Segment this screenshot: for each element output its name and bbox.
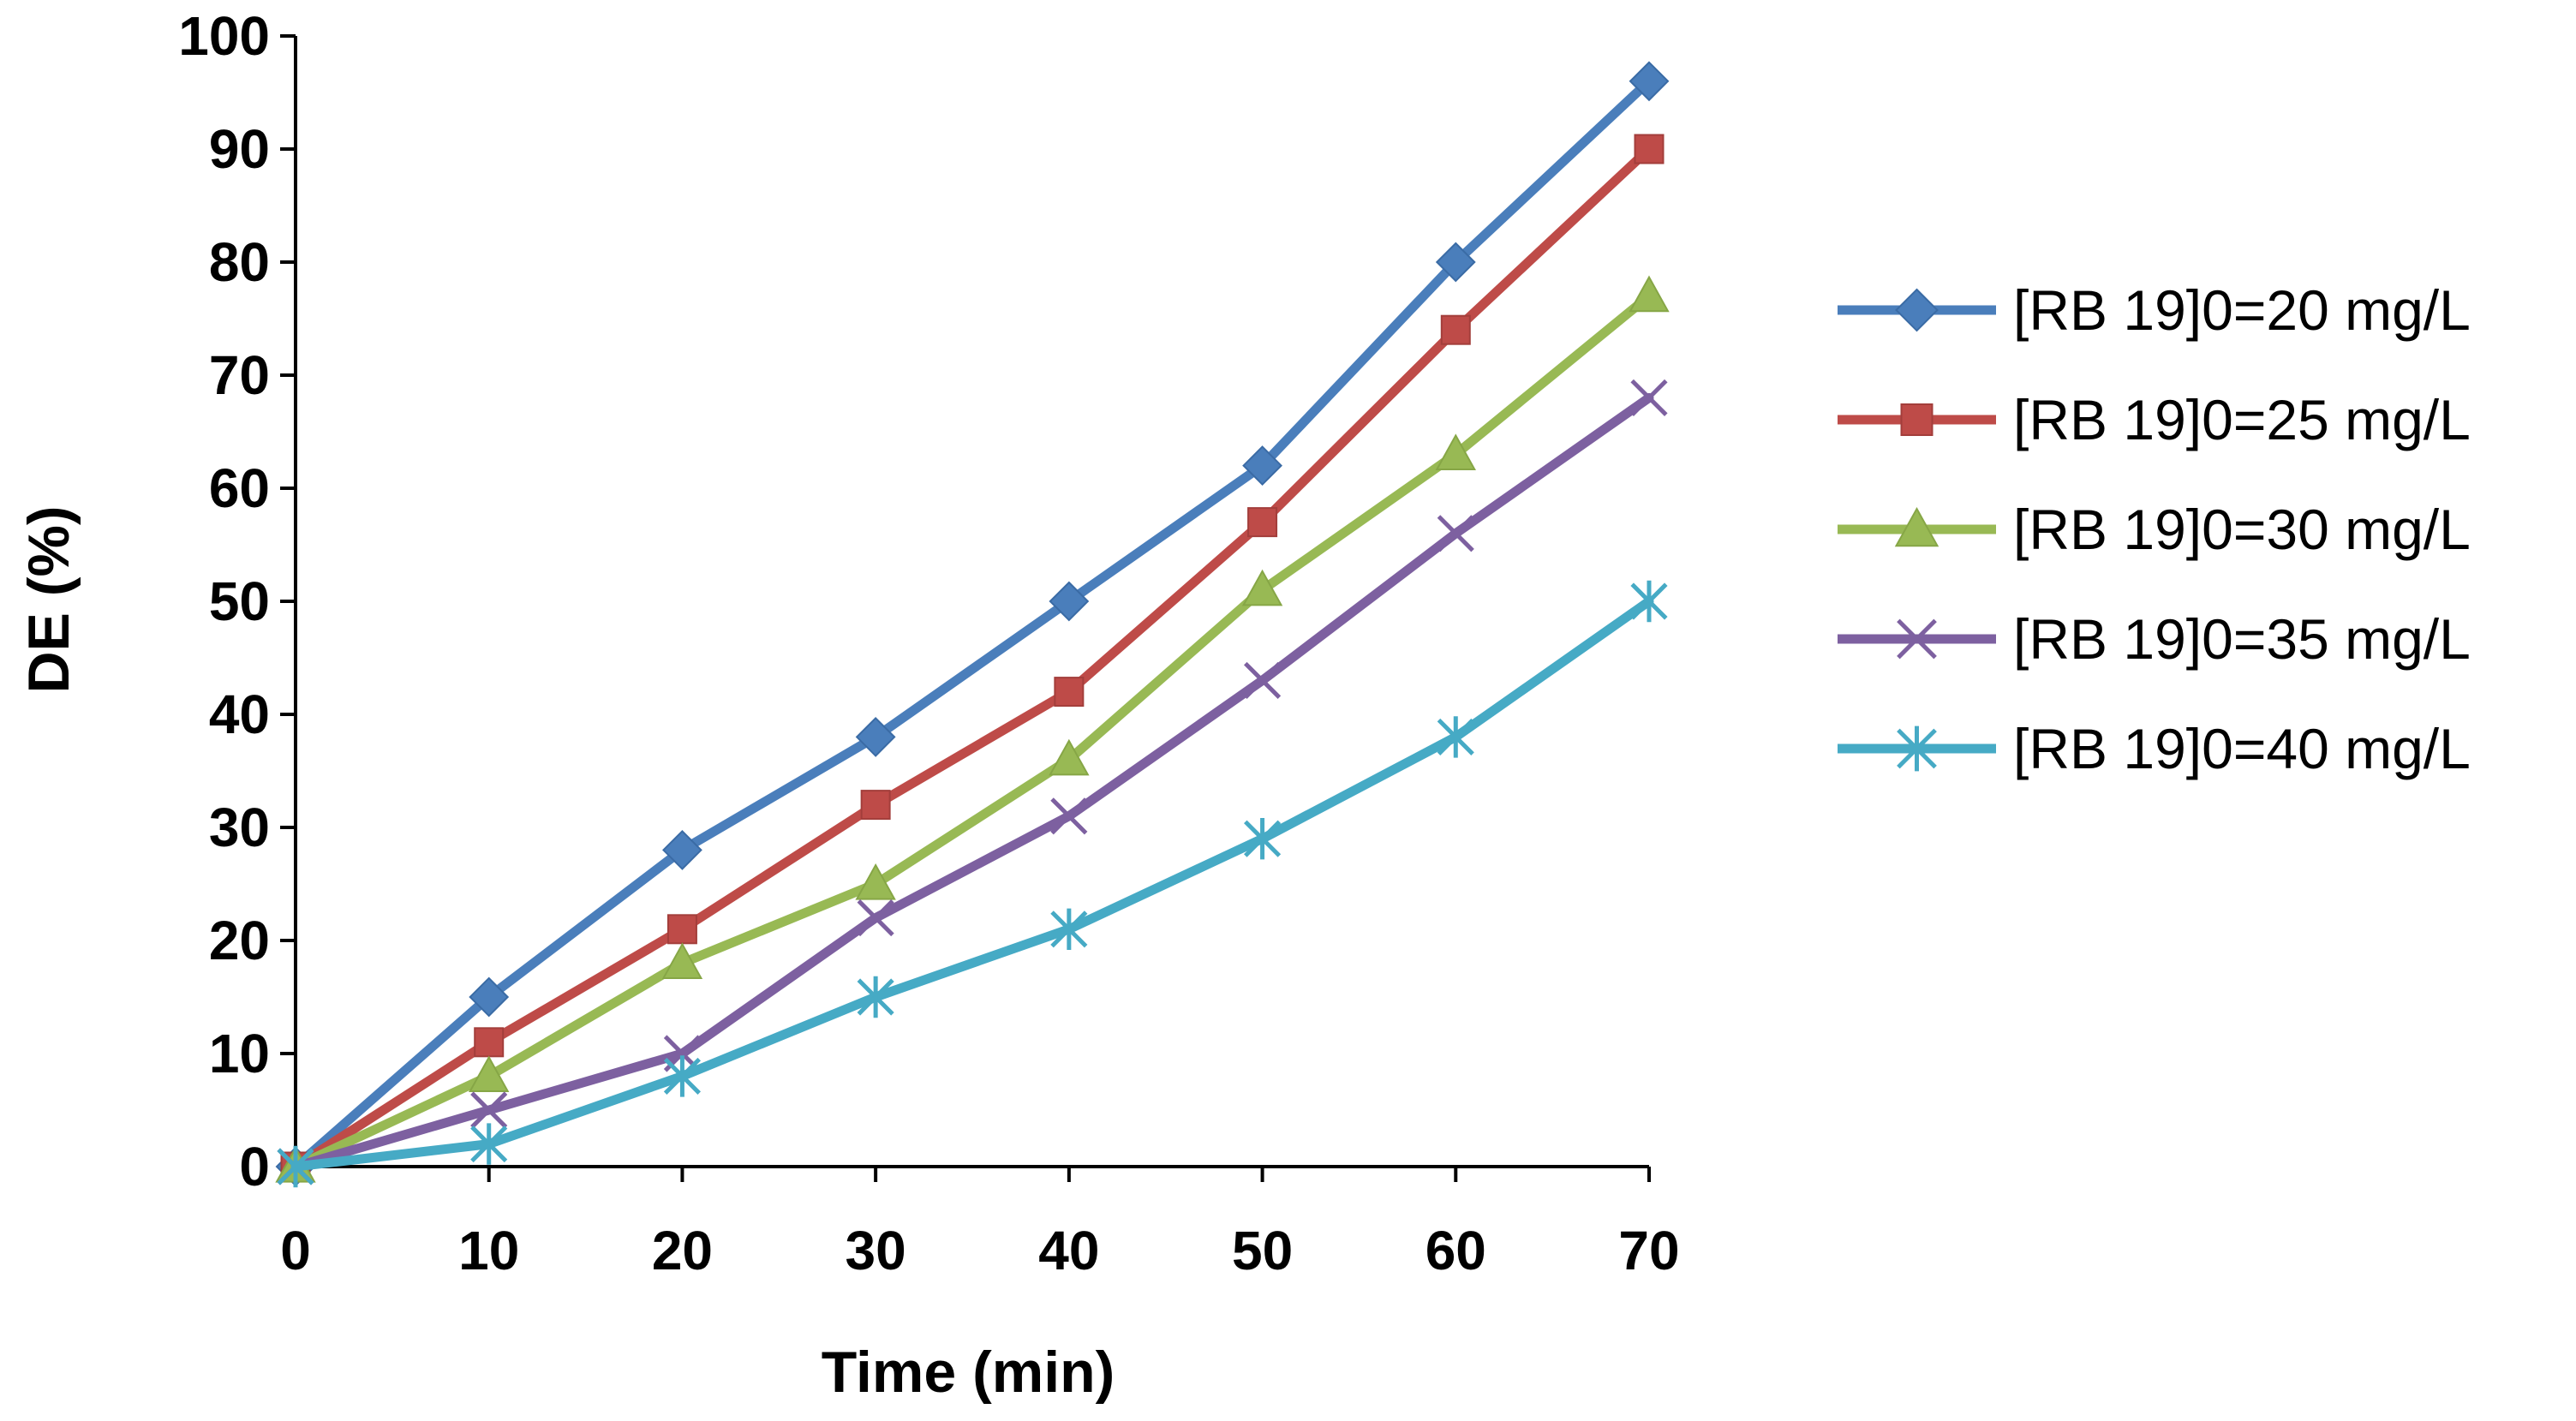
triangle-marker — [1049, 738, 1090, 776]
legend-item-3: [RB 19]0=30 mg/L — [1838, 498, 2471, 561]
x-tick-label: 20 — [652, 1220, 713, 1281]
x-tick-label: 70 — [1618, 1220, 1679, 1281]
x-marker — [1244, 661, 1282, 699]
series-1 — [275, 61, 1670, 1187]
legend-item-4: [RB 19]0=35 mg/L — [1838, 607, 2471, 671]
star-marker — [1050, 908, 1088, 950]
y-tick-label: 30 — [209, 797, 270, 858]
x-axis-title: Time (min) — [822, 1340, 1115, 1405]
triangle-marker — [1894, 506, 1939, 547]
marker-stroke — [857, 899, 894, 937]
series-line — [290, 76, 1654, 1172]
star-marker — [277, 1145, 314, 1188]
y-axis-title: DE (%) — [16, 505, 81, 693]
square-marker — [1634, 134, 1665, 164]
square-marker — [1054, 677, 1085, 708]
square-marker — [1900, 403, 1933, 436]
y-tick-label: 20 — [209, 910, 270, 971]
square-marker — [474, 1027, 505, 1058]
square-marker — [666, 914, 697, 945]
marker-stroke — [1630, 379, 1668, 416]
triangle-marker — [855, 863, 896, 900]
legend-item-1: [RB 19]0=20 mg/L — [1838, 278, 2471, 342]
star-marker — [663, 1055, 701, 1097]
series-line — [290, 291, 1654, 1172]
axes: 0 10 20 30 40 50 60 70 80 90 100 0 10 20 30 40 50 60 70 — [178, 5, 1679, 1281]
triangle-marker — [1435, 433, 1476, 470]
series-line — [290, 596, 1654, 1172]
diamond-marker — [1049, 581, 1090, 622]
x-tick-label: 50 — [1232, 1220, 1293, 1281]
square-marker — [1247, 507, 1278, 538]
y-tick-label: 90 — [209, 118, 270, 180]
x-marker — [1050, 797, 1088, 835]
triangle-marker — [1241, 569, 1283, 606]
y-tick-label: 10 — [209, 1023, 270, 1084]
x-tick-label: 60 — [1425, 1220, 1486, 1281]
legend-item-5: [RB 19]0=40 mg/L — [1838, 717, 2471, 780]
legend-label: [RB 19]0=40 mg/L — [2013, 717, 2471, 780]
x-tick-label: 10 — [458, 1220, 519, 1281]
y-tick-label: 70 — [209, 344, 270, 406]
star-marker — [1244, 818, 1282, 860]
plot-area — [275, 61, 1670, 1188]
diamond-marker — [469, 976, 510, 1018]
series-5 — [277, 580, 1668, 1188]
diamond-marker — [1435, 242, 1476, 283]
legend-label: [RB 19]0=20 mg/L — [2013, 278, 2471, 342]
marker-stroke — [1437, 515, 1474, 552]
marker-stroke — [1050, 797, 1088, 835]
legend-label: [RB 19]0=25 mg/L — [2013, 388, 2471, 451]
triangle-marker — [661, 942, 703, 979]
y-tick-label: 100 — [178, 5, 270, 67]
square-marker — [860, 790, 891, 821]
star-marker — [1437, 716, 1474, 758]
y-tick-label: 60 — [209, 457, 270, 519]
marker-stroke — [1897, 618, 1937, 660]
square-marker — [1440, 314, 1471, 345]
marker-stroke — [470, 1091, 508, 1129]
series-line — [290, 392, 1654, 1172]
y-tick-label: 80 — [209, 231, 270, 293]
diamond-marker — [855, 716, 896, 757]
legend-item-2: [RB 19]0=25 mg/L — [1838, 388, 2471, 451]
star-marker — [1897, 725, 1937, 772]
series-line — [290, 144, 1654, 1172]
star-marker — [1630, 580, 1668, 623]
triangle-marker — [1629, 275, 1670, 313]
x-marker — [857, 899, 894, 937]
diamond-marker — [1242, 445, 1282, 487]
marker-stroke — [1244, 661, 1282, 699]
y-tick-label: 50 — [209, 570, 270, 632]
legend-label: [RB 19]0=35 mg/L — [2013, 607, 2471, 671]
x-marker — [1437, 515, 1474, 552]
x-tick-label: 40 — [1038, 1220, 1099, 1281]
star-marker — [857, 976, 894, 1018]
x-tick-label: 0 — [280, 1220, 311, 1281]
legend: [RB 19]0=20 mg/L [RB 19]0=25 mg/L [RB 19]0… — [1838, 278, 2471, 780]
y-tick-label: 0 — [239, 1136, 270, 1197]
x-marker — [1897, 618, 1937, 660]
y-tick-label: 40 — [209, 684, 270, 745]
triangle-marker — [469, 1055, 510, 1092]
x-tick-label: 30 — [846, 1220, 906, 1281]
series-2 — [280, 134, 1665, 1182]
diamond-marker — [1629, 61, 1670, 102]
diamond-marker — [662, 829, 702, 870]
x-marker — [1630, 379, 1668, 416]
series-4 — [277, 379, 1668, 1185]
legend-label: [RB 19]0=30 mg/L — [2013, 498, 2471, 561]
x-marker — [470, 1091, 508, 1129]
diamond-marker — [1895, 288, 1939, 332]
star-marker — [470, 1123, 508, 1165]
